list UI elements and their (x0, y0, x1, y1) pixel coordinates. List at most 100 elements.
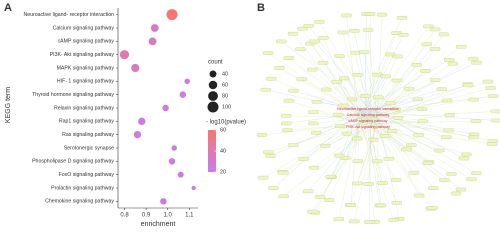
edge (376, 81, 488, 119)
edge (370, 117, 472, 180)
node (413, 133, 424, 138)
node (387, 129, 398, 133)
edge (370, 123, 386, 137)
edge (281, 41, 378, 113)
edge (358, 123, 397, 181)
node (337, 30, 348, 35)
node (487, 94, 499, 98)
dot (138, 117, 146, 126)
node (349, 219, 360, 224)
node (427, 206, 438, 210)
edge (376, 70, 426, 119)
node (471, 60, 482, 65)
x-tick-label: 1.0 (164, 213, 173, 219)
edge (288, 100, 360, 125)
node (376, 12, 388, 17)
hub-label: PI3K-Akt signaling pathway (346, 125, 390, 129)
node (444, 113, 456, 117)
node (346, 97, 358, 102)
node (485, 86, 496, 90)
node (390, 178, 402, 182)
node (401, 147, 412, 152)
node (352, 181, 363, 186)
node (486, 142, 498, 146)
node (390, 107, 401, 112)
panel-label: B (257, 2, 265, 14)
node (398, 33, 409, 37)
dot (133, 130, 142, 139)
node (333, 217, 344, 222)
node (436, 87, 447, 91)
node (422, 161, 434, 165)
node (283, 98, 295, 103)
node (423, 24, 434, 29)
edge (283, 123, 378, 197)
node (364, 220, 375, 224)
node (450, 191, 462, 196)
y-tick-label: HIF- 1 signaling pathway (57, 79, 114, 85)
dot (168, 158, 176, 165)
figure: A B KEGG term enrichment 0.8 0.9 1.0 1.1 Neu… (4, 2, 500, 228)
node (359, 50, 370, 54)
node (360, 94, 371, 98)
node (411, 63, 422, 67)
dot (119, 50, 130, 60)
node (412, 97, 423, 102)
node (490, 109, 500, 114)
edge (364, 123, 445, 181)
node (335, 124, 346, 128)
dot (171, 145, 177, 151)
node (333, 112, 344, 117)
node (368, 137, 379, 142)
y-tick-label: FoxO signaling pathway (59, 172, 115, 178)
x-axis-label: enrichment (141, 221, 176, 228)
node (331, 80, 342, 84)
node (490, 118, 500, 123)
dot (177, 171, 184, 178)
node (373, 95, 384, 100)
legend-dot (207, 101, 219, 113)
node (256, 133, 268, 137)
edge (354, 117, 378, 222)
node (258, 175, 269, 180)
edge (354, 30, 372, 113)
dot (160, 198, 167, 205)
y-tick-label: cAMP signaling pathway (58, 39, 115, 45)
edge (358, 87, 491, 125)
edge (364, 76, 386, 113)
y-tick-label: PI3K- Akt signaling pathway (50, 52, 115, 58)
node (421, 42, 433, 46)
node (303, 24, 314, 28)
node (438, 32, 450, 37)
y-tick-label: Prolactin signaling pathway (51, 185, 114, 191)
edge (376, 48, 436, 125)
edge (370, 111, 496, 119)
edge (358, 103, 391, 113)
edge (357, 123, 360, 162)
node (471, 171, 482, 175)
node (345, 203, 357, 207)
node (466, 177, 477, 182)
node (363, 182, 374, 186)
node (320, 87, 332, 92)
colorbar-label: 40 (220, 148, 226, 154)
edge (287, 123, 366, 131)
edge (279, 67, 378, 125)
legend-label: 40 (222, 71, 228, 77)
node (406, 143, 417, 147)
node (308, 110, 319, 115)
node (417, 119, 428, 124)
edge (293, 90, 366, 113)
edge (350, 123, 378, 205)
node (309, 39, 320, 44)
edge (376, 111, 447, 138)
edge (358, 111, 475, 135)
node (338, 103, 349, 108)
node (280, 114, 292, 118)
node (341, 131, 353, 136)
node (303, 189, 314, 194)
node (288, 88, 299, 93)
edge (364, 117, 474, 138)
edge (326, 89, 360, 119)
node (429, 78, 441, 82)
